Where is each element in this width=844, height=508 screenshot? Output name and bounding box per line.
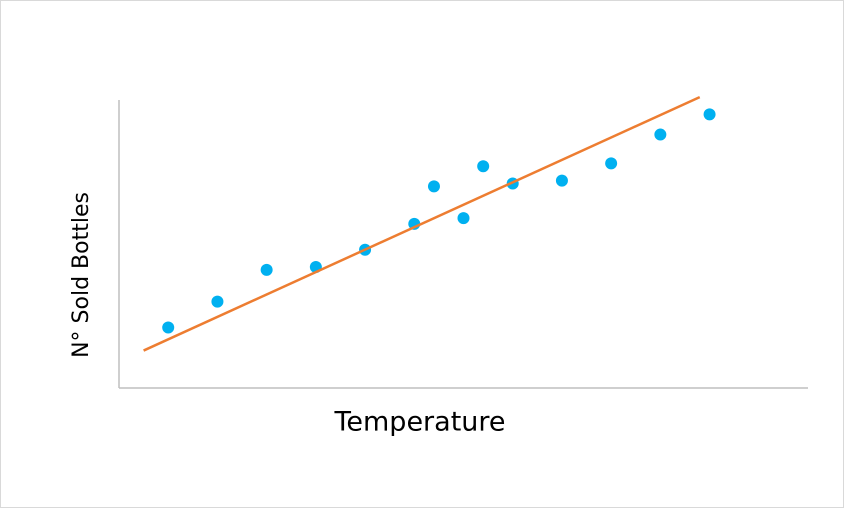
y-axis-label: N° Sold Bottles — [69, 192, 94, 358]
point — [605, 157, 618, 170]
point — [211, 295, 224, 308]
point — [457, 212, 470, 225]
point — [654, 128, 667, 141]
trend-line — [143, 95, 701, 352]
point — [703, 108, 716, 121]
point — [427, 180, 440, 193]
point — [477, 160, 490, 173]
point — [555, 174, 568, 187]
point — [162, 321, 175, 334]
x-axis-label: Temperature — [333, 407, 505, 438]
point — [260, 263, 273, 276]
